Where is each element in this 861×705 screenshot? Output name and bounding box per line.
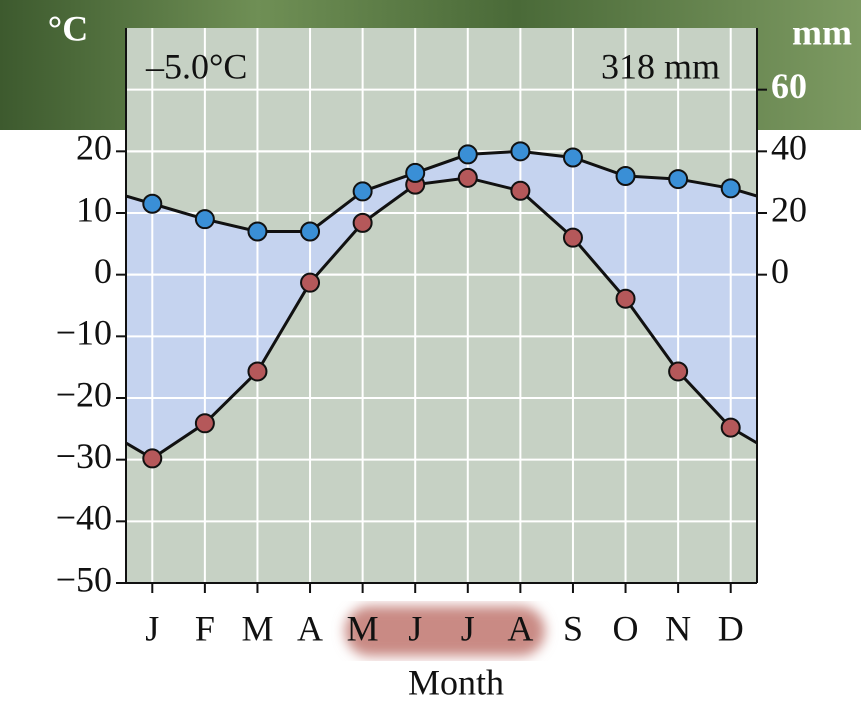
data-point: [247, 221, 268, 242]
data-point: [457, 144, 478, 165]
total-precipitation: 318 mm: [601, 46, 720, 86]
y2-tick-label: 0: [771, 251, 789, 291]
x-tick-label: D: [718, 608, 744, 648]
series-line: [151, 176, 732, 460]
x-tick-label: M: [347, 608, 379, 648]
precipitation-unit: mm: [792, 12, 852, 52]
data-point: [142, 448, 163, 469]
data-point: [405, 162, 426, 183]
x-tick-label: N: [665, 608, 691, 648]
mean-temperature: –5.0°C: [145, 46, 247, 86]
data-point: [668, 169, 689, 190]
x-axis-title: Month: [408, 662, 504, 702]
data-point: [562, 147, 583, 168]
data-point: [668, 361, 689, 382]
y-tick-label: 10: [76, 189, 112, 229]
x-tick-label: J: [461, 608, 475, 648]
x-tick-label: A: [297, 608, 323, 648]
data-point: [142, 193, 163, 214]
data-point: [510, 180, 531, 201]
x-tick-label: S: [563, 608, 583, 648]
data-point: [300, 221, 321, 242]
data-point: [615, 166, 636, 186]
y-tick-label: −20: [56, 374, 112, 414]
y-tick-label: 20: [76, 128, 112, 168]
y-tick-label: −10: [56, 313, 112, 353]
data-point: [720, 417, 741, 438]
data-point: [194, 209, 215, 230]
x-tick-label: O: [613, 608, 639, 648]
x-tick-label: J: [145, 608, 159, 648]
x-tick-label: J: [408, 608, 422, 648]
y-tick-label: −30: [56, 436, 112, 476]
y2-tick-label: 60: [771, 66, 807, 106]
data-point: [247, 361, 268, 382]
x-tick-label: A: [507, 608, 533, 648]
data-point: [352, 181, 373, 202]
data-point: [352, 212, 373, 233]
y-tick-label: −40: [56, 498, 112, 538]
x-tick-label: M: [241, 608, 273, 648]
data-point: [720, 178, 741, 199]
y-tick-label: −50: [56, 559, 112, 599]
humid-area: [126, 151, 757, 459]
y-tick-label: 0: [94, 251, 112, 291]
y2-tick-label: 20: [771, 189, 807, 229]
x-tick-label: F: [195, 608, 215, 648]
data-point: [300, 272, 321, 293]
growing-season-highlight: [345, 606, 545, 656]
temperature-unit: °C: [48, 8, 88, 48]
data-point: [615, 288, 636, 309]
y2-tick-label: 40: [771, 128, 807, 168]
data-point: [457, 167, 478, 188]
data-point: [562, 227, 583, 248]
data-point: [510, 141, 531, 162]
data-point: [194, 413, 215, 434]
